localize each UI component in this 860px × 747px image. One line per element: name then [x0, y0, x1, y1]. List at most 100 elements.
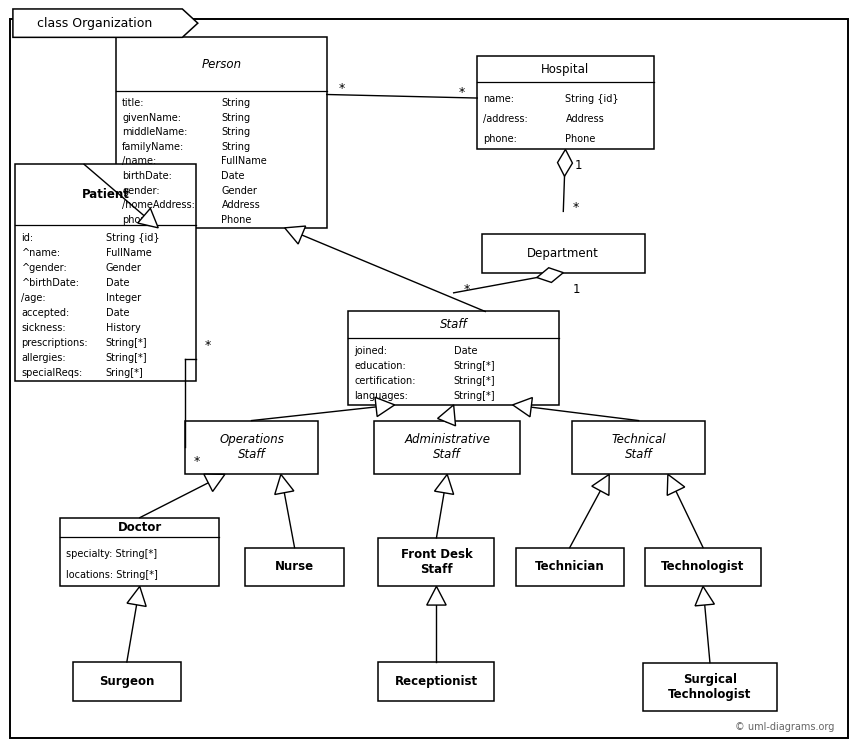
- Text: Person: Person: [201, 58, 242, 70]
- Text: Technician: Technician: [535, 560, 605, 574]
- Text: allergies:: allergies:: [22, 353, 66, 363]
- Polygon shape: [513, 397, 532, 417]
- Text: *: *: [458, 86, 465, 99]
- Text: Address: Address: [566, 114, 605, 124]
- Text: 1: 1: [574, 159, 582, 173]
- Text: joined:: joined:: [354, 346, 387, 356]
- Polygon shape: [557, 149, 573, 176]
- Text: name:: name:: [483, 94, 514, 104]
- Text: *: *: [573, 201, 580, 214]
- FancyBboxPatch shape: [116, 37, 327, 228]
- Text: Staff: Staff: [439, 318, 468, 331]
- Text: *: *: [339, 82, 346, 95]
- Text: accepted:: accepted:: [22, 308, 70, 317]
- Polygon shape: [285, 226, 305, 244]
- Text: birthDate:: birthDate:: [122, 171, 172, 181]
- FancyBboxPatch shape: [15, 164, 196, 381]
- Text: Gender: Gender: [222, 186, 257, 196]
- Text: Date: Date: [106, 278, 129, 288]
- Polygon shape: [667, 474, 685, 495]
- Text: Patient: Patient: [82, 188, 130, 201]
- Text: ^gender:: ^gender:: [22, 263, 67, 273]
- FancyBboxPatch shape: [185, 421, 318, 474]
- Text: String[*]: String[*]: [454, 361, 495, 371]
- Text: History: History: [106, 323, 140, 332]
- FancyBboxPatch shape: [477, 56, 654, 149]
- Polygon shape: [537, 267, 563, 282]
- Text: /name:: /name:: [122, 156, 157, 167]
- Text: String: String: [222, 98, 250, 108]
- Text: Sring[*]: Sring[*]: [106, 368, 144, 378]
- Text: Phone: Phone: [222, 215, 252, 225]
- Polygon shape: [438, 405, 456, 426]
- Text: Department: Department: [527, 247, 599, 260]
- Text: 1: 1: [573, 282, 580, 296]
- Text: Front Desk
Staff: Front Desk Staff: [401, 548, 472, 576]
- Text: /age:: /age:: [22, 293, 46, 303]
- Text: specialty: String[*]: specialty: String[*]: [66, 550, 157, 560]
- Text: ^birthDate:: ^birthDate:: [22, 278, 79, 288]
- Polygon shape: [127, 586, 146, 607]
- Text: Doctor: Doctor: [118, 521, 162, 534]
- Text: Surgical
Technologist: Surgical Technologist: [668, 673, 752, 701]
- Text: education:: education:: [354, 361, 406, 371]
- Text: Receptionist: Receptionist: [395, 675, 478, 688]
- Text: ^name:: ^name:: [22, 248, 60, 258]
- Text: locations: String[*]: locations: String[*]: [66, 570, 158, 580]
- Text: Surgeon: Surgeon: [99, 675, 155, 688]
- Text: String: String: [222, 142, 250, 152]
- Text: Integer: Integer: [106, 293, 141, 303]
- Text: Phone: Phone: [566, 134, 596, 143]
- Text: Gender: Gender: [106, 263, 142, 273]
- Text: *: *: [194, 455, 200, 468]
- Text: id:: id:: [22, 233, 34, 243]
- Text: FullName: FullName: [106, 248, 151, 258]
- Text: certification:: certification:: [354, 376, 416, 386]
- Text: Technical
Staff: Technical Staff: [611, 433, 666, 462]
- FancyBboxPatch shape: [60, 518, 219, 586]
- Text: middleName:: middleName:: [122, 127, 187, 137]
- FancyBboxPatch shape: [645, 548, 761, 586]
- Text: Address: Address: [222, 200, 261, 210]
- Text: String {id}: String {id}: [566, 94, 619, 104]
- FancyBboxPatch shape: [572, 421, 705, 474]
- FancyBboxPatch shape: [516, 548, 624, 586]
- Polygon shape: [138, 208, 158, 228]
- Text: String {id}: String {id}: [106, 233, 159, 243]
- Text: /address:: /address:: [483, 114, 528, 124]
- Text: gender:: gender:: [122, 186, 160, 196]
- FancyBboxPatch shape: [348, 311, 559, 405]
- Text: specialReqs:: specialReqs:: [22, 368, 83, 378]
- FancyBboxPatch shape: [73, 662, 181, 701]
- Text: givenName:: givenName:: [122, 113, 181, 123]
- Polygon shape: [427, 586, 446, 605]
- Text: *: *: [205, 339, 211, 352]
- Polygon shape: [204, 474, 225, 492]
- Text: String: String: [222, 127, 250, 137]
- Text: *: *: [464, 282, 470, 296]
- Text: phone:: phone:: [483, 134, 517, 143]
- Text: prescriptions:: prescriptions:: [22, 338, 88, 347]
- Text: Date: Date: [222, 171, 245, 181]
- Text: String[*]: String[*]: [454, 391, 495, 401]
- Text: Hospital: Hospital: [541, 63, 590, 75]
- Text: Administrative
Staff: Administrative Staff: [404, 433, 490, 462]
- Text: © uml-diagrams.org: © uml-diagrams.org: [734, 722, 834, 732]
- Text: phone:: phone:: [122, 215, 156, 225]
- Text: sickness:: sickness:: [22, 323, 66, 332]
- FancyBboxPatch shape: [643, 663, 777, 711]
- Text: String[*]: String[*]: [106, 338, 147, 347]
- Text: title:: title:: [122, 98, 144, 108]
- Polygon shape: [592, 474, 609, 495]
- Polygon shape: [695, 586, 715, 606]
- FancyBboxPatch shape: [482, 234, 645, 273]
- Polygon shape: [434, 474, 454, 495]
- FancyBboxPatch shape: [245, 548, 344, 586]
- FancyBboxPatch shape: [378, 538, 494, 586]
- FancyBboxPatch shape: [374, 421, 520, 474]
- Text: /homeAddress:: /homeAddress:: [122, 200, 195, 210]
- Polygon shape: [274, 474, 294, 495]
- Text: languages:: languages:: [354, 391, 408, 401]
- Polygon shape: [13, 9, 198, 37]
- Text: familyName:: familyName:: [122, 142, 184, 152]
